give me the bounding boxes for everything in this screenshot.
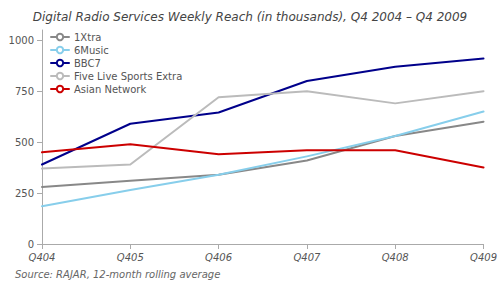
svg-text:Q407: Q407 [293, 252, 321, 263]
svg-text:Q406: Q406 [205, 252, 232, 263]
svg-text:1Xtra: 1Xtra [74, 32, 101, 43]
svg-text:Five Live Sports Extra: Five Live Sports Extra [74, 71, 182, 82]
svg-text:0: 0 [28, 239, 34, 250]
svg-text:Asian Network: Asian Network [74, 84, 146, 95]
svg-text:Source: RAJAR, 12-month rollin: Source: RAJAR, 12-month rolling average [15, 269, 220, 280]
svg-text:BBC7: BBC7 [74, 58, 101, 69]
svg-text:Q409: Q409 [470, 252, 497, 263]
svg-text:Q408: Q408 [382, 252, 409, 263]
svg-text:1000: 1000 [9, 35, 34, 46]
svg-text:Q405: Q405 [117, 252, 144, 263]
svg-text:6Music: 6Music [74, 45, 109, 56]
svg-text:Q404: Q404 [29, 252, 56, 263]
svg-text:250: 250 [15, 188, 34, 199]
svg-text:750: 750 [15, 86, 34, 97]
svg-text:Digital Radio Services Weekly: Digital Radio Services Weekly Reach (in … [33, 10, 467, 24]
svg-text:500: 500 [15, 137, 34, 148]
